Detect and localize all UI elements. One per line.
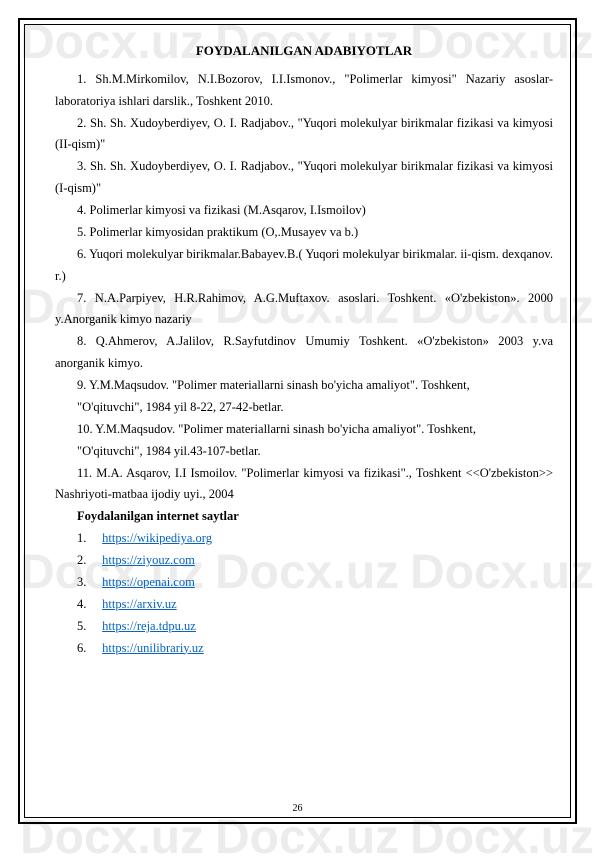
document-content: FOYDALANILGAN ADABIYOTLAR 1. Sh.M.Mirkom… bbox=[55, 40, 553, 802]
link-item: 4. https://arxiv.uz bbox=[77, 594, 553, 616]
reference-item: 6. Yuqori molekulyar birikmalar.Babayev.… bbox=[55, 244, 553, 288]
link-unilibrariy[interactable]: https://unilibrariy.uz bbox=[102, 641, 204, 655]
link-item: 2. https://ziyouz.com bbox=[77, 550, 553, 572]
link-reja-tdpu[interactable]: https://reja.tdpu.uz bbox=[102, 619, 196, 633]
reference-item: 3. Sh. Sh. Xudoyberdiyev, O. I. Radjabov… bbox=[55, 156, 553, 200]
watermark: Docx.uz bbox=[215, 810, 399, 865]
reference-item: 4. Polimerlar kimyosi va fizikasi (M.Asq… bbox=[55, 200, 553, 222]
watermark: Docx.uz bbox=[410, 810, 594, 865]
link-number: 2. bbox=[77, 550, 99, 572]
link-number: 4. bbox=[77, 594, 99, 616]
link-number: 3. bbox=[77, 572, 99, 594]
reference-item: 5. Polimerlar kimyosidan praktikum (O,.M… bbox=[55, 222, 553, 244]
link-number: 5. bbox=[77, 616, 99, 638]
link-ziyouz[interactable]: https://ziyouz.com bbox=[102, 553, 195, 567]
links-list: 1. https://wikipediya.org 2. https://ziy… bbox=[55, 528, 553, 659]
subheading-internet-sites: Foydalanilgan internet saytlar bbox=[55, 506, 553, 528]
page-number: 26 bbox=[0, 803, 595, 814]
link-openai[interactable]: https://openai.com bbox=[102, 575, 195, 589]
link-arxiv[interactable]: https://arxiv.uz bbox=[102, 597, 177, 611]
link-number: 6. bbox=[77, 638, 99, 660]
link-item: 1. https://wikipediya.org bbox=[77, 528, 553, 550]
link-item: 3. https://openai.com bbox=[77, 572, 553, 594]
reference-item: 1. Sh.M.Mirkomilov, N.I.Bozorov, I.I.Ism… bbox=[55, 69, 553, 113]
watermark: Docx.uz bbox=[20, 810, 204, 865]
reference-item: "O'qituvchi", 1984 yil 8-22, 27-42-betla… bbox=[55, 397, 553, 419]
link-item: 6. https://unilibrariy.uz bbox=[77, 638, 553, 660]
reference-item: 10. Y.M.Maqsudov. "Polimer materiallarni… bbox=[55, 419, 553, 441]
page-title: FOYDALANILGAN ADABIYOTLAR bbox=[55, 40, 553, 63]
link-item: 5. https://reja.tdpu.uz bbox=[77, 616, 553, 638]
reference-item: 8. Q.Ahmerov, A.Jalilov, R.Sayfutdinov U… bbox=[55, 331, 553, 375]
reference-item: 9. Y.M.Maqsudov. "Polimer materiallarni … bbox=[55, 375, 553, 397]
reference-item: "O'qituvchi", 1984 yil.43-107-betlar. bbox=[55, 441, 553, 463]
link-wikipediya[interactable]: https://wikipediya.org bbox=[102, 531, 212, 545]
reference-item: 7. N.A.Parpiyev, H.R.Rahimov, A.G.Muftax… bbox=[55, 288, 553, 332]
link-number: 1. bbox=[77, 528, 99, 550]
reference-item: 2. Sh. Sh. Xudoyberdiyev, O. I. Radjabov… bbox=[55, 113, 553, 157]
reference-item: 11. M.A. Asqarov, I.I Ismoilov. "Polimer… bbox=[55, 463, 553, 507]
